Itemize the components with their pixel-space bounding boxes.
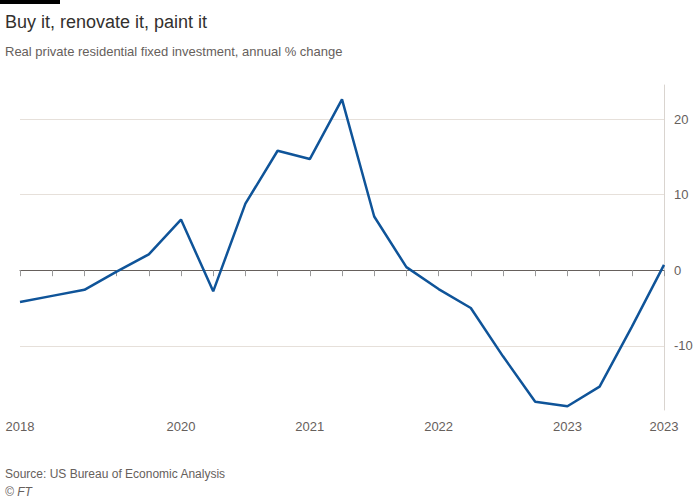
svg-text:10: 10 bbox=[674, 187, 688, 202]
svg-text:2023: 2023 bbox=[553, 419, 582, 434]
svg-text:2020: 2020 bbox=[167, 419, 196, 434]
svg-text:Buy it, renovate it, paint it: Buy it, renovate it, paint it bbox=[5, 12, 207, 32]
svg-text:Real private residential fixed: Real private residential fixed investmen… bbox=[5, 44, 342, 59]
svg-text:2022: 2022 bbox=[424, 419, 453, 434]
svg-text:-10: -10 bbox=[674, 338, 693, 353]
svg-text:2023: 2023 bbox=[650, 419, 679, 434]
svg-text:0: 0 bbox=[674, 263, 681, 278]
svg-text:Source: US Bureau of Economic: Source: US Bureau of Economic Analysis bbox=[5, 467, 225, 481]
svg-text:2018: 2018 bbox=[6, 419, 35, 434]
svg-text:20: 20 bbox=[674, 112, 688, 127]
svg-text:2021: 2021 bbox=[295, 419, 324, 434]
svg-text:© FT: © FT bbox=[5, 485, 34, 499]
